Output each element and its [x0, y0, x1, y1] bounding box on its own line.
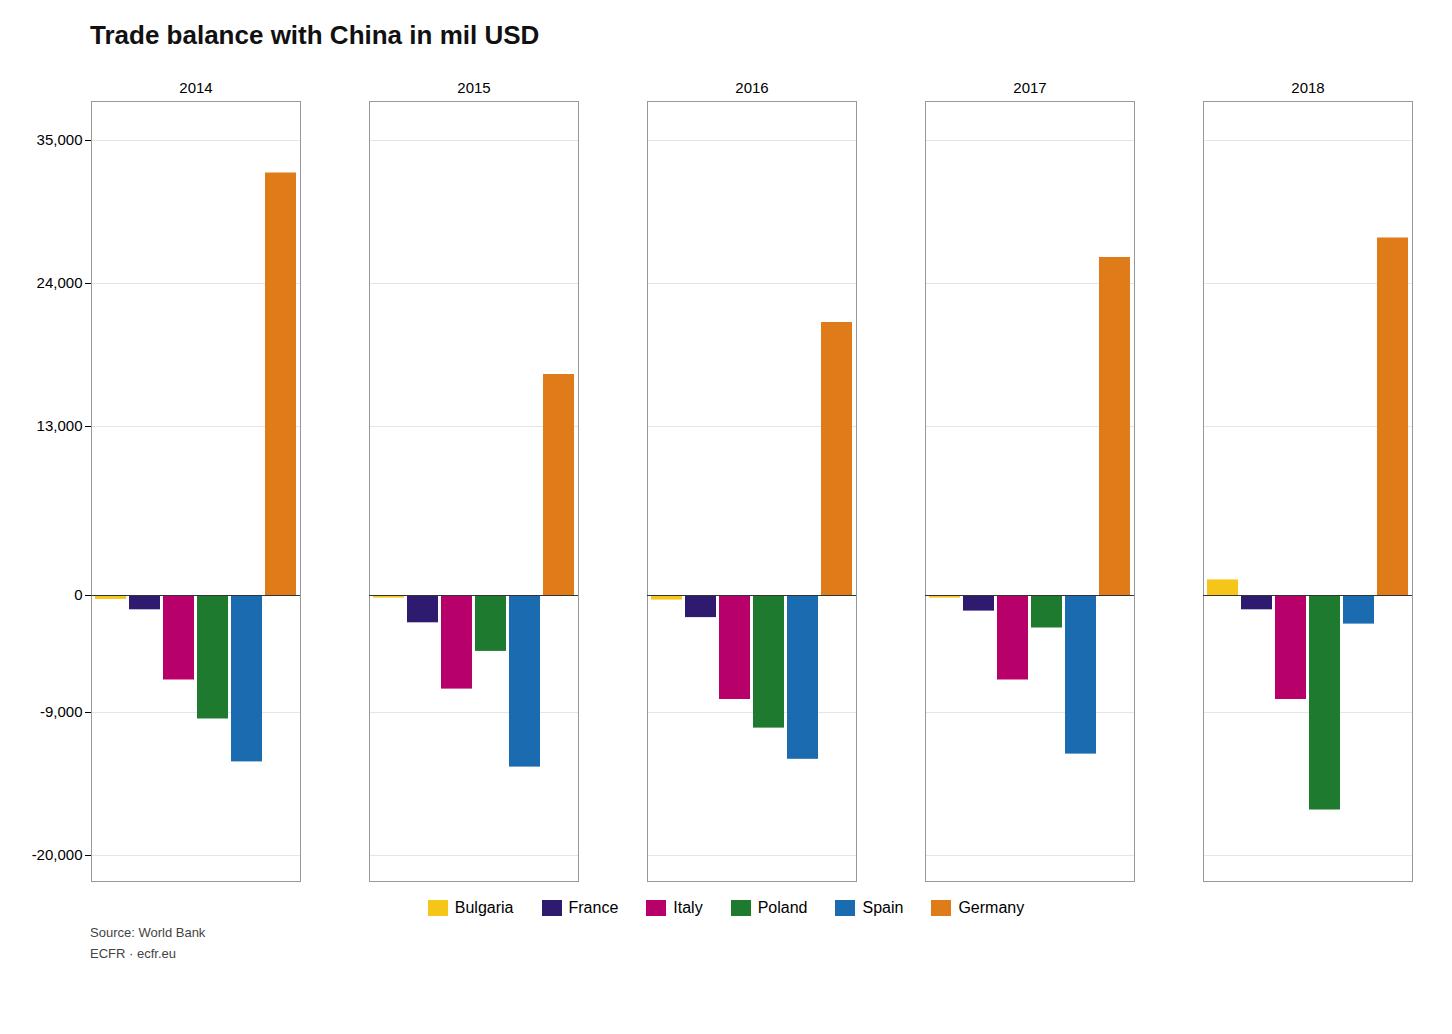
html-text:Bulgaria: Bulgaria — [454, 899, 514, 916]
svg-text:-9,000: -9,000 — [40, 703, 83, 720]
svg-text:24,000: 24,000 — [37, 274, 83, 291]
html-text:Source: World Bank: Source: World Bank — [90, 925, 206, 940]
html-text:Poland: Poland — [757, 899, 808, 916]
html-text:ECFR · ecfr.eu: ECFR · ecfr.eu — [90, 945, 176, 961]
html-text:Italy: Italy — [673, 899, 703, 916]
svg-text:35,000: 35,000 — [37, 131, 83, 148]
svg-text:0: 0 — [74, 586, 82, 603]
svg-text:2017: 2017 — [1013, 79, 1046, 96]
svg-text:13,000: 13,000 — [37, 417, 83, 434]
svg-text:2014: 2014 — [179, 79, 212, 96]
html-text:Trade balance with China in mi: Trade balance with China in mil USD — [90, 20, 540, 50]
html-text:Germany: Germany — [958, 899, 1025, 916]
svg-text:2016: 2016 — [735, 79, 768, 96]
svg-text:-20,000: -20,000 — [32, 846, 83, 863]
html-text:Spain: Spain — [862, 899, 904, 916]
html-text:France: France — [568, 899, 619, 916]
svg-text:2018: 2018 — [1291, 79, 1324, 96]
svg-text:2015: 2015 — [457, 79, 490, 96]
